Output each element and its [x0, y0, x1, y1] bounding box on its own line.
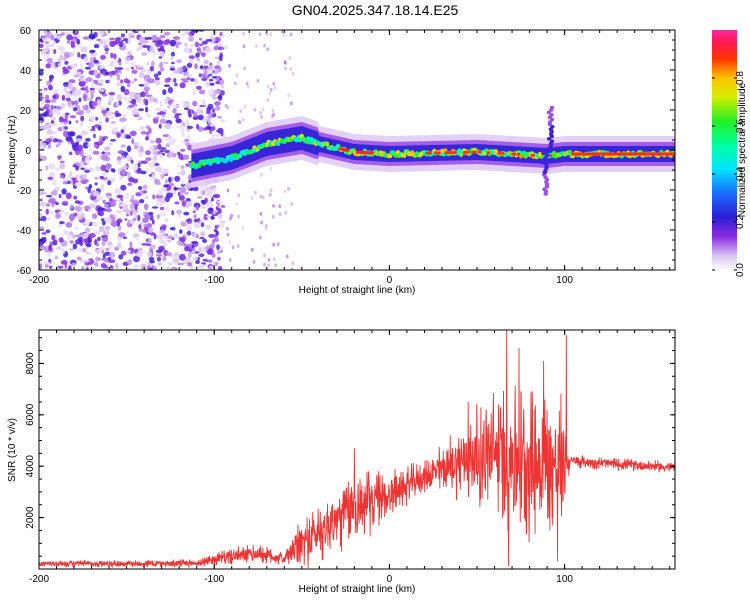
y-tick-label: -40 [17, 226, 32, 237]
x-axis-label: Height of straight line (km) [299, 285, 416, 296]
chart-title: GN04.2025.347.18.14.E25 [291, 2, 459, 18]
y-tick-label: 0 [25, 146, 31, 157]
x-tick-label: -100 [204, 275, 224, 286]
x-axis-label-snr: Height of straight line (km) [299, 584, 416, 595]
y-tick-label: -60 [17, 266, 32, 277]
y-tick-label: 40 [20, 66, 32, 77]
snr-series-line [39, 330, 675, 568]
snr-frame [38, 329, 676, 570]
y-tick-label-snr: 8000 [25, 352, 36, 375]
x-tick-label: -200 [29, 275, 49, 286]
y-tick-label-snr: 4000 [25, 455, 36, 478]
x-tick-label-snr: -200 [29, 574, 49, 585]
x-tick-label: 0 [387, 275, 393, 286]
colorbar-tick-label: 0.0 [735, 263, 746, 277]
y-axis-label: Frequency (Hz) [7, 116, 18, 185]
spectrogram-chart: -200 -100 0 100 60 40 20 0 -20 -40 -60 Height of s… [7, 26, 748, 296]
y-tick-label: 20 [20, 106, 32, 117]
colorbar-tick-label: 0.8 [735, 71, 746, 85]
colorbar-tick-label: 0.6 [735, 119, 746, 133]
x-tick-label-snr: -100 [204, 574, 224, 585]
colorbar [712, 30, 737, 270]
x-tick-label-snr: 100 [556, 574, 573, 585]
y-tick-label: -20 [17, 186, 32, 197]
x-tick-label-snr: 0 [387, 574, 393, 585]
y-axis-label-snr: SNR (10 * v/v) [7, 418, 18, 482]
x-tick-label: 100 [556, 275, 573, 286]
y-tick-label: 60 [20, 26, 32, 37]
y-tick-label-snr: 2000 [25, 506, 36, 529]
colorbar-tick-label: 0.4 [735, 167, 746, 181]
y-tick-label-snr: 6000 [25, 403, 36, 426]
snr-chart: -200 -100 0 100 2000 4000 6000 8000 Height of s… [7, 329, 676, 595]
colorbar-tick-label: 0.2 [735, 215, 746, 229]
colorbar-label: Normalized spectral amplitude [737, 82, 748, 217]
